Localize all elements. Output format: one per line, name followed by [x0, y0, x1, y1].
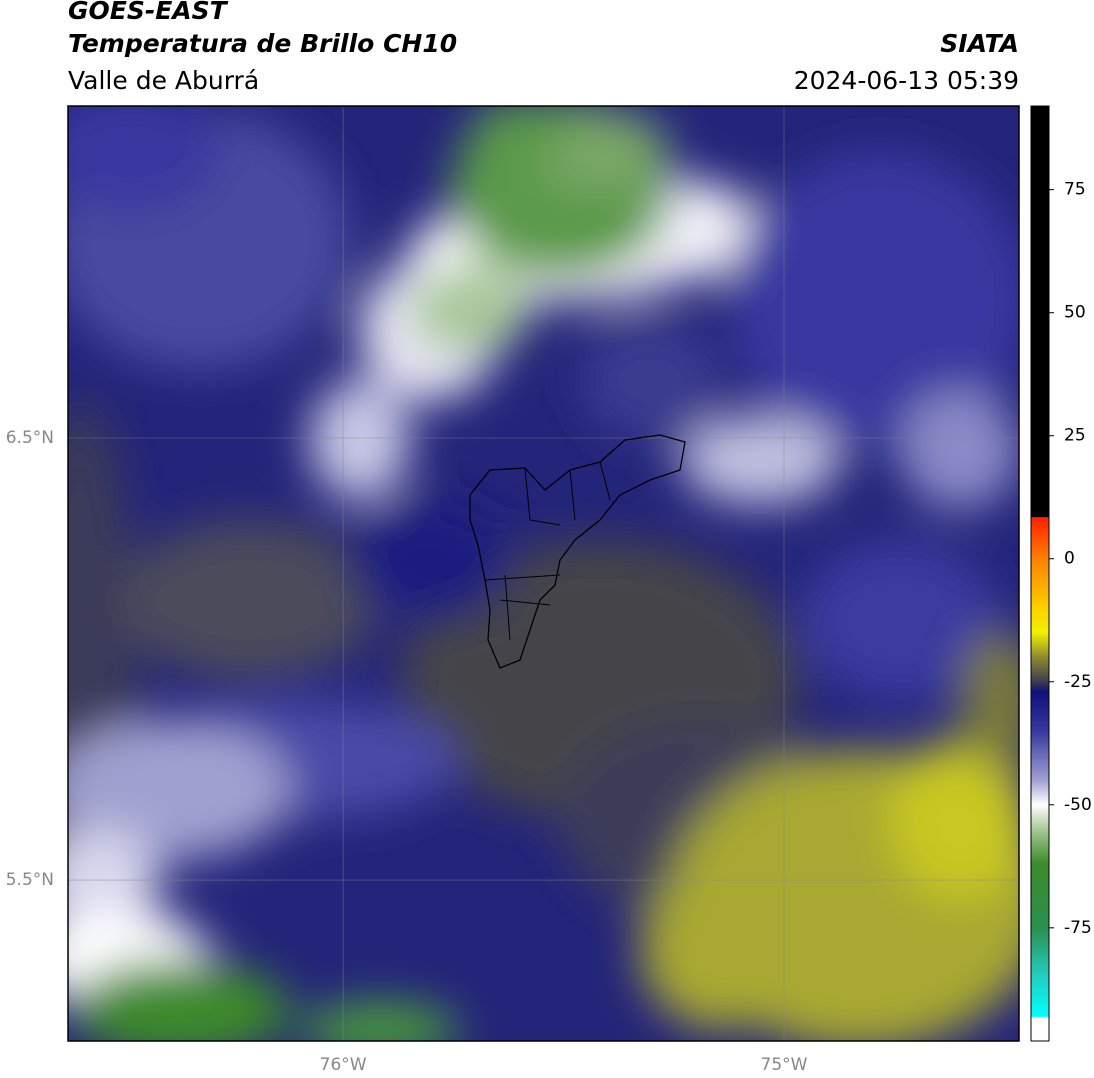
source: SIATA [940, 29, 1019, 58]
valley-boundary [469, 434, 686, 669]
cloud-blob [680, 415, 840, 505]
cloud-blob [800, 540, 1000, 700]
cloud-blob [580, 320, 720, 440]
y-tick-label: 5.5°N [6, 870, 54, 890]
colorbar-tick-label: 50 [1064, 303, 1086, 323]
cloud-blob [310, 380, 410, 500]
cloud-blob [470, 106, 570, 160]
municipal-boundaries [484, 461, 611, 641]
colorbar-tick-label: 0 [1064, 549, 1075, 569]
cloud-blob [900, 390, 1019, 510]
colorbar [1030, 105, 1050, 1042]
cloud-blob [350, 500, 510, 620]
title: GOES-EAST [68, 0, 229, 25]
region: Valle de Aburrá [68, 66, 259, 95]
colorbar-tick-label: 25 [1064, 426, 1086, 446]
y-tick-label: 6.5°N [6, 428, 54, 448]
cloud-blob [730, 150, 1019, 450]
cloud-blob [68, 106, 220, 210]
grid [68, 106, 1019, 1041]
cloud-blob [410, 265, 530, 355]
map-field [68, 106, 1019, 1041]
datetime: 2024-06-13 05:39 [794, 66, 1019, 95]
x-tick-label: 76°W [320, 1055, 367, 1075]
subtitle: Temperatura de Brillo CH10 [68, 29, 457, 58]
cloud-blob [960, 630, 1019, 770]
colorbar-tick-label: 75 [1064, 180, 1086, 200]
cloud-blob [120, 520, 380, 680]
map-frame [67, 105, 1020, 1042]
cloud-blob [640, 870, 800, 1030]
cloud-blob [70, 960, 290, 1041]
cloud-blob [890, 740, 1019, 900]
x-tick-label: 75°W [761, 1055, 808, 1075]
colorbar-tick-label: -25 [1064, 672, 1092, 692]
cloud-blob [68, 720, 290, 860]
colorbar-tick-label: -50 [1064, 795, 1092, 815]
colorbar-tick-label: -75 [1064, 918, 1092, 938]
cloud-field [68, 106, 1019, 1041]
cloud-blob [300, 1002, 460, 1041]
